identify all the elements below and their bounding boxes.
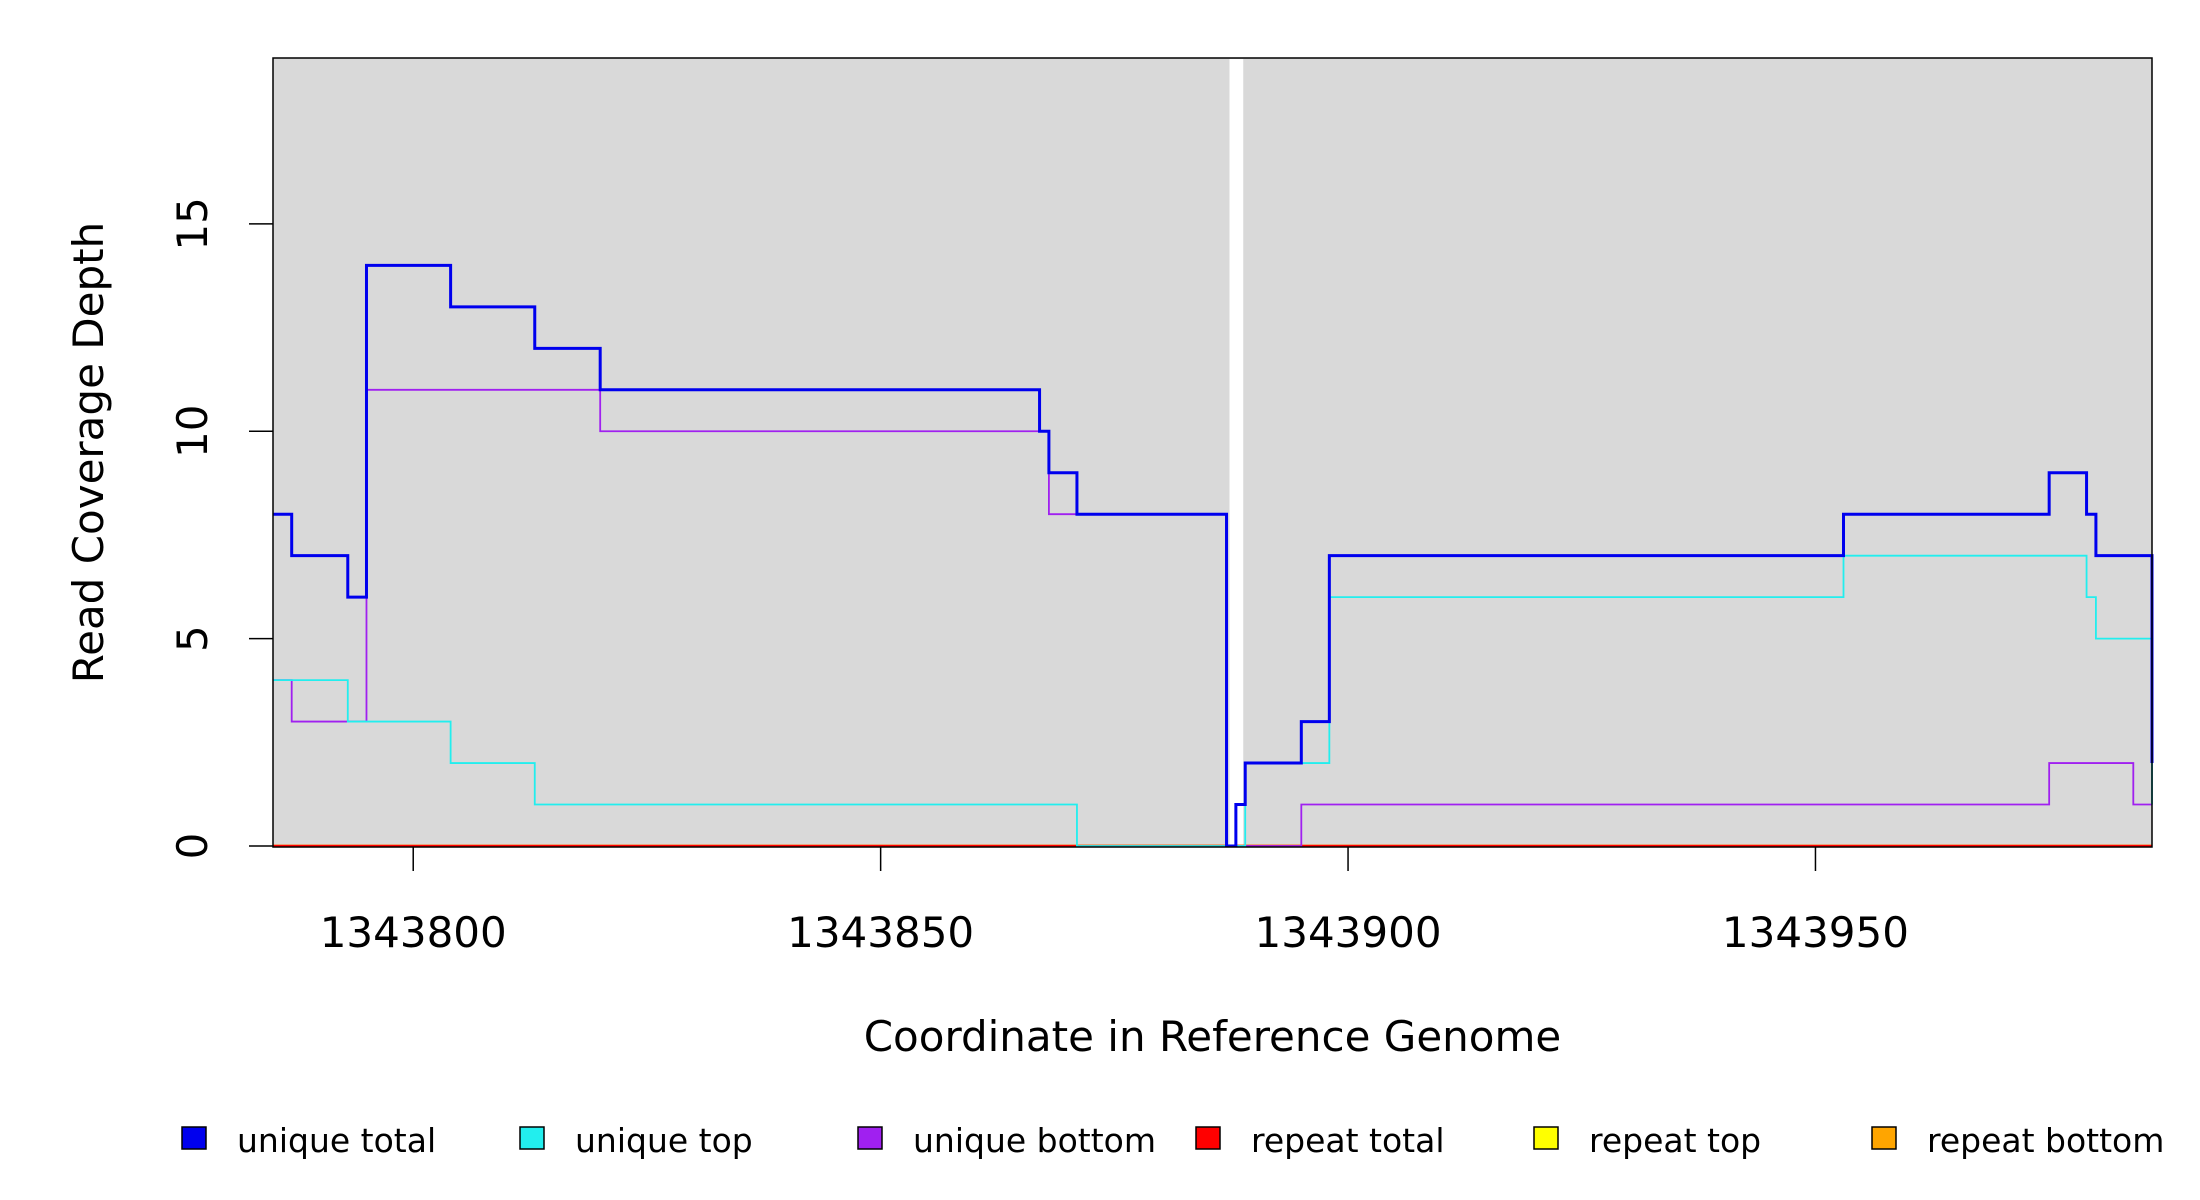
- x-axis-title: Coordinate in Reference Genome: [864, 1012, 1562, 1061]
- legend-label: repeat total: [1251, 1121, 1445, 1160]
- y-tick-label: 5: [168, 625, 217, 652]
- x-tick-label: 1343950: [1722, 908, 1909, 957]
- y-axis-title: Read Coverage Depth: [64, 222, 113, 683]
- y-tick-label: 0: [168, 833, 217, 860]
- legend-label: repeat bottom: [1927, 1121, 2164, 1160]
- legend-label: repeat top: [1589, 1121, 1761, 1160]
- legend: unique total unique top unique bottom repea…: [181, 1121, 2164, 1160]
- legend-swatch: [1533, 1126, 1559, 1150]
- legend-swatch: [1871, 1126, 1897, 1150]
- legend-label: unique top: [575, 1121, 753, 1160]
- legend-swatch: [857, 1126, 883, 1150]
- x-tick-label: 1343800: [320, 908, 507, 957]
- y-tick-label: 10: [168, 405, 217, 458]
- x-axis: 1343800 1343850 1343900 1343950: [320, 847, 1909, 957]
- series-line-unique-total: [273, 263, 2154, 848]
- x-tick-label: 1343900: [1255, 908, 1442, 957]
- legend-label: unique total: [237, 1121, 436, 1160]
- coverage-gap-band: [1229, 59, 1244, 847]
- y-axis: 0 5 10 15: [168, 197, 273, 859]
- legend-swatch: [181, 1126, 207, 1150]
- legend-swatch: [519, 1126, 545, 1150]
- x-tick-label: 1343850: [787, 908, 974, 957]
- legend-label: unique bottom: [913, 1121, 1156, 1160]
- series-layer: [273, 263, 2154, 848]
- legend-swatch: [1195, 1126, 1221, 1150]
- y-tick-label: 15: [168, 197, 217, 250]
- plot-panel-border: [272, 57, 2153, 848]
- plot-panel-background: [273, 58, 2152, 847]
